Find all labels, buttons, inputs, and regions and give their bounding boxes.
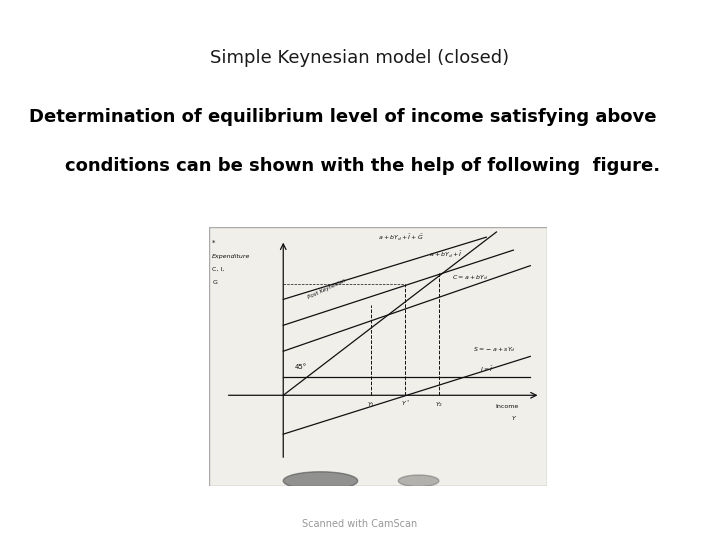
Text: Post Keynesian: Post Keynesian xyxy=(307,278,347,300)
FancyBboxPatch shape xyxy=(209,227,547,486)
Text: *: * xyxy=(212,240,215,246)
Text: $C=a+bY_d$: $C=a+bY_d$ xyxy=(452,273,489,281)
Ellipse shape xyxy=(398,475,439,487)
Text: Expenditure: Expenditure xyxy=(212,254,251,259)
Text: $I=\bar{I}$: $I=\bar{I}$ xyxy=(480,365,493,374)
Text: $Y^*$: $Y^*$ xyxy=(400,399,410,408)
Text: $a+bY_d+\bar{I}+\bar{G}$: $a+bY_d+\bar{I}+\bar{G}$ xyxy=(378,233,424,242)
Text: $S=-a+sY_d$: $S=-a+sY_d$ xyxy=(473,345,516,354)
Text: Scanned with CamScan: Scanned with CamScan xyxy=(302,519,418,529)
Text: $a+bY_d+\bar{I}$: $a+bY_d+\bar{I}$ xyxy=(429,249,463,260)
Text: Income: Income xyxy=(495,404,518,409)
Text: Y: Y xyxy=(511,416,516,421)
Text: $Y_1$: $Y_1$ xyxy=(367,400,375,409)
Text: Determination of equilibrium level of income satisfying above: Determination of equilibrium level of in… xyxy=(29,108,657,126)
Text: Simple Keynesian model (closed): Simple Keynesian model (closed) xyxy=(210,49,510,66)
Text: G: G xyxy=(212,280,217,285)
Text: C, I,: C, I, xyxy=(212,267,225,272)
Text: 45°: 45° xyxy=(295,364,307,370)
Ellipse shape xyxy=(283,472,358,490)
Text: $Y_2$: $Y_2$ xyxy=(435,400,443,409)
Text: conditions can be shown with the help of following  figure.: conditions can be shown with the help of… xyxy=(65,157,660,174)
